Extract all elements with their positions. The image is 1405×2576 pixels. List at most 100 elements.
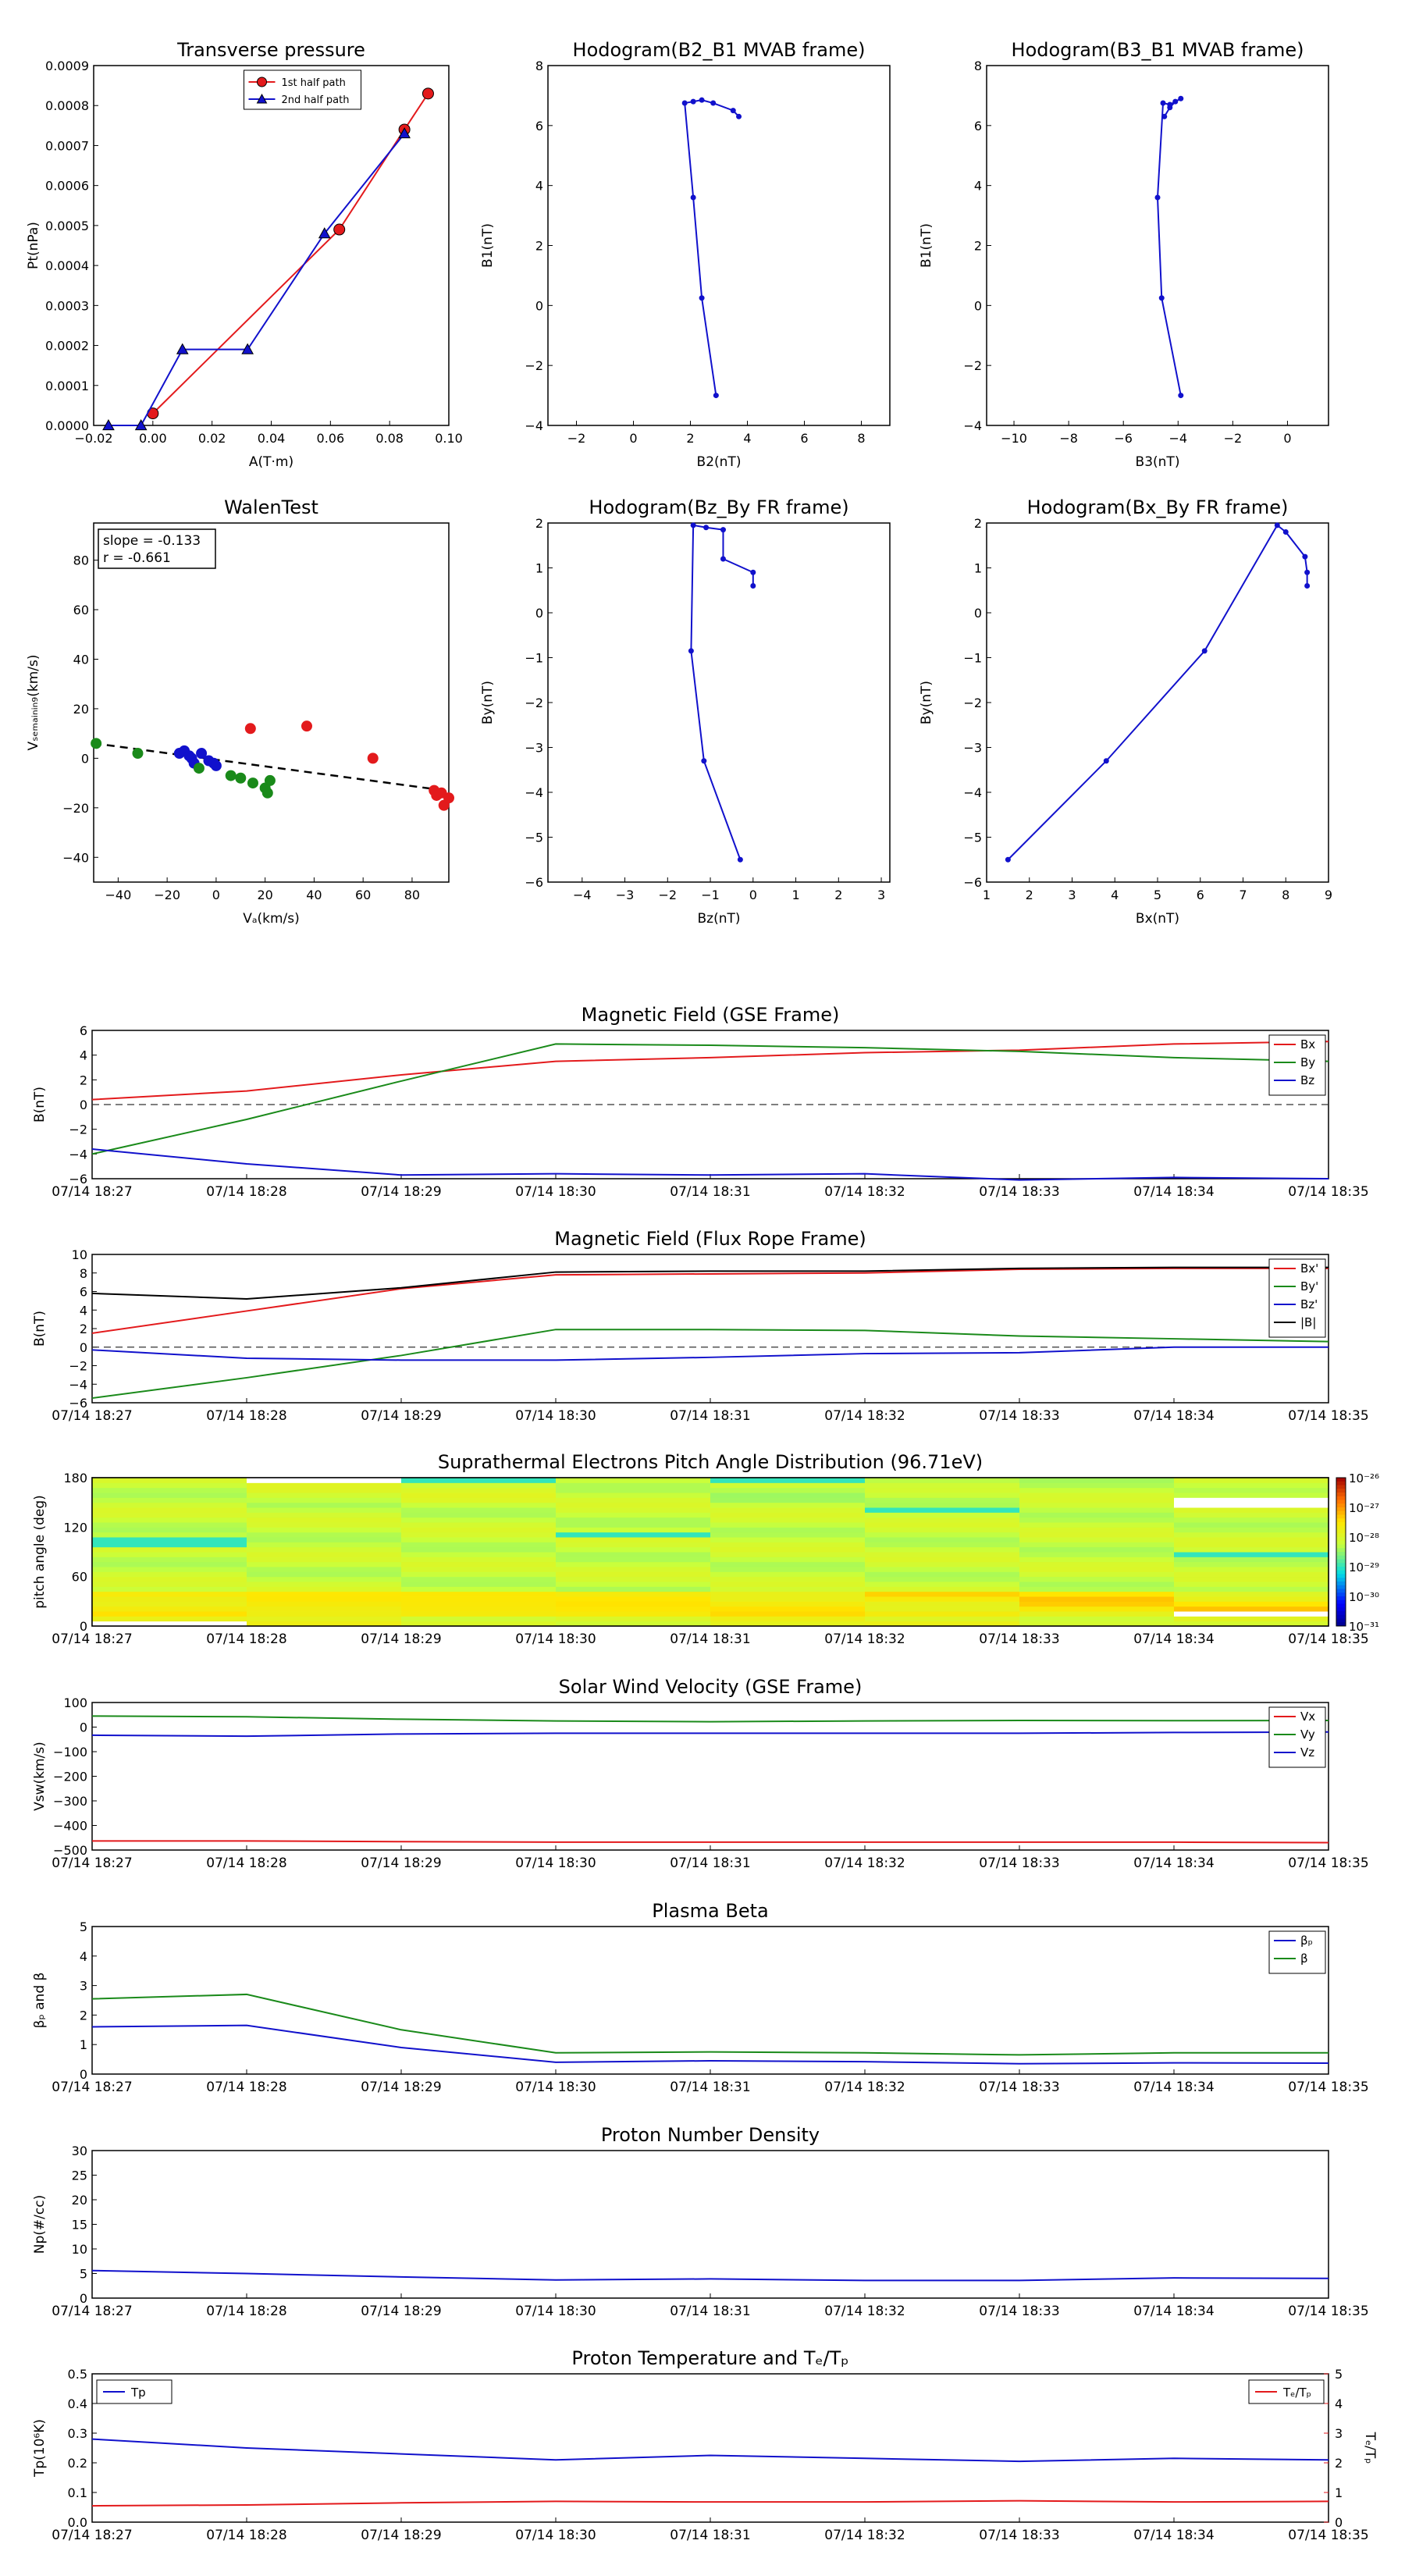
heatmap-cell: [401, 1522, 557, 1528]
y-tick-label: 0.0005: [45, 219, 89, 233]
heatmap-cell: [710, 1567, 866, 1572]
heatmap-cell: [401, 1487, 557, 1493]
y2-tick-label: 0: [1335, 2515, 1343, 2530]
x-tick-label: −4: [1168, 431, 1187, 446]
data-point: [720, 556, 726, 562]
heatmap-cell: [92, 1576, 247, 1582]
y-tick-label: 4: [80, 1048, 87, 1063]
y-tick-label: −400: [53, 1819, 87, 1834]
x-tick-label: 8: [1282, 888, 1289, 902]
legend-label: Vz: [1300, 1745, 1314, 1759]
heatmap-cell: [865, 1611, 1020, 1617]
data-point: [398, 127, 411, 139]
heatmap-cell: [401, 1621, 557, 1627]
plot-frame: [91, 2150, 1329, 2299]
heatmap-cell: [92, 1502, 247, 1508]
colorbar-segment: [1336, 1533, 1346, 1538]
x-tick-label: 07/14 18:30: [515, 1184, 596, 1200]
y-tick-label: 20: [73, 702, 89, 717]
x-tick-label: 07/14 18:35: [1288, 2528, 1368, 2543]
x-tick-label: −10: [1001, 431, 1027, 446]
legend: [1268, 1258, 1326, 1338]
heatmap-cell: [1174, 1517, 1329, 1523]
y-tick-label: −1: [963, 651, 982, 666]
y-tick-label: 5: [80, 2267, 87, 2282]
y-tick-label: 0: [80, 1720, 87, 1735]
x-tick-label: 07/14 18:27: [52, 2080, 132, 2095]
y-tick-label: 0: [80, 1619, 87, 1634]
y-tick-label: 60: [72, 1570, 87, 1585]
x-tick-label: 07/14 18:33: [979, 1408, 1059, 1424]
heatmap-cell: [1019, 1571, 1175, 1578]
y-tick-label: 25: [72, 2169, 87, 2183]
chart-hodo_bz_by: Hodogram(Bz_By FR frame) −4 −3 −2 −1 0 1 2 3 −6 −5…: [480, 496, 891, 927]
heatmap-cell: [92, 1487, 247, 1493]
heatmap-cell: [401, 1507, 557, 1513]
y-tick-label: −4: [963, 418, 982, 433]
series-line: [91, 1266, 1329, 1300]
x-tick-label: 07/14 18:27: [52, 1631, 132, 1647]
heatmap-cell: [556, 1601, 711, 1607]
chart-title: Hodogram(B3_B1 MVAB frame): [1012, 39, 1304, 61]
x-tick-label: −20: [154, 888, 180, 902]
data-point: [730, 108, 736, 114]
chart-title: WalenTest: [224, 496, 318, 518]
legend-label: Tₑ/Tₚ: [1282, 2386, 1311, 2400]
heatmap-cell: [865, 1576, 1020, 1582]
heatmap-cell: [1174, 1546, 1329, 1553]
x-tick-label: 07/14 18:31: [670, 1184, 750, 1200]
y-axis-label: Vsw(km/s): [32, 1742, 48, 1811]
x-axis-label: B2(nT): [697, 454, 742, 470]
legend-label: Bz': [1300, 1297, 1318, 1311]
heatmap-cell: [865, 1596, 1020, 1602]
chart-title: Magnetic Field (GSE Frame): [582, 1004, 840, 1026]
x-tick-label: 2: [834, 888, 842, 902]
heatmap-cell: [401, 1527, 557, 1533]
heatmap-cell: [556, 1527, 711, 1533]
x-tick-label: 07/14 18:28: [206, 1184, 286, 1200]
colorbar-segment: [1336, 1548, 1346, 1553]
y2-tick-label: 1: [1335, 2485, 1343, 2500]
heatmap-cell: [1174, 1571, 1329, 1578]
y-tick-label: −20: [62, 801, 89, 816]
heatmap-cell: [92, 1497, 247, 1503]
series-line: [91, 1043, 1329, 1155]
colorbar-segment: [1336, 1518, 1346, 1523]
y2-tick-label: 5: [1335, 2367, 1343, 2382]
series-line: [91, 2500, 1329, 2507]
legend-label: βₚ: [1300, 1934, 1313, 1948]
chart-mag_fr: Magnetic Field (Flux Rope Frame) 07/14 18…: [32, 1228, 1369, 1424]
heatmap-cell: [1019, 1482, 1175, 1489]
heatmap-cell: [1174, 1527, 1329, 1533]
heatmap-cell: [247, 1616, 402, 1622]
x-tick-label: 07/14 18:28: [206, 1631, 286, 1647]
series-line: [152, 93, 429, 415]
x-tick-label: 07/14 18:33: [979, 1631, 1059, 1647]
heatmap-cell: [1019, 1557, 1175, 1563]
heatmap-cell: [1019, 1532, 1175, 1538]
heatmap-cell: [401, 1586, 557, 1592]
heatmap-cell: [710, 1537, 866, 1542]
x-tick-label: 07/14 18:29: [361, 2304, 441, 2319]
colorbar-tick-label: 10⁻²⁷: [1349, 1501, 1379, 1515]
heatmap-cell: [92, 1557, 247, 1563]
heatmap-cell: [710, 1527, 866, 1533]
y-tick-label: −6: [525, 875, 543, 890]
heatmap-cell: [556, 1532, 711, 1538]
heatmap-cell: [710, 1482, 866, 1489]
data-point: [235, 772, 247, 784]
x-tick-label: 07/14 18:32: [824, 1631, 905, 1647]
heatmap-cell: [247, 1567, 402, 1572]
colorbar-segment: [1336, 1589, 1346, 1593]
series-line: [91, 1148, 1329, 1181]
heatmap-cell: [1019, 1507, 1175, 1513]
plot-frame: [547, 522, 891, 883]
heatmap-cell: [1019, 1502, 1175, 1508]
heatmap-cell: [401, 1567, 557, 1572]
series-line: [91, 1346, 1329, 1361]
colorbar-segment: [1336, 1559, 1346, 1564]
colorbar-tick-label: 10⁻²⁸: [1349, 1531, 1379, 1545]
heatmap-cell: [92, 1546, 247, 1553]
heatmap-cell: [1174, 1532, 1329, 1538]
